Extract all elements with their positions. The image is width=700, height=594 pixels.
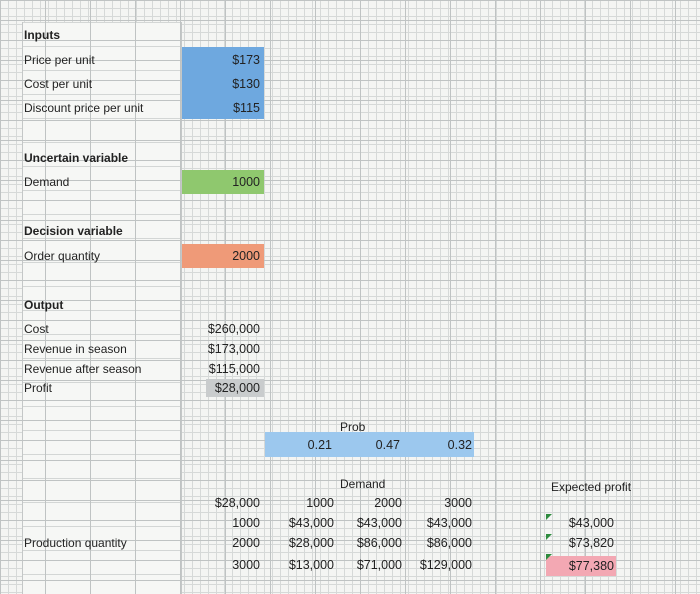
prob-cell-1[interactable]: 0.21 [307, 438, 332, 452]
order-label: Order quantity [24, 249, 101, 263]
production-label: Production quantity [24, 536, 127, 550]
prob-label: Prob [340, 420, 366, 434]
table-cell[interactable]: $86,000 [426, 536, 472, 550]
cost-label: Cost per unit [24, 77, 93, 91]
discount-label: Discount price per unit [24, 101, 144, 115]
demand-col-1[interactable]: 1000 [306, 496, 334, 510]
demand-cell[interactable]: 1000 [232, 175, 260, 189]
rev-after-cell[interactable]: $115,000 [208, 362, 260, 376]
table-cell[interactable]: $86,000 [356, 536, 402, 550]
prob-cell-2[interactable]: 0.47 [375, 438, 400, 452]
rev-after-label: Revenue after season [24, 362, 142, 376]
rev-in-cell[interactable]: $173,000 [207, 342, 260, 356]
inputs-fill [182, 47, 264, 119]
order-fill [182, 244, 264, 268]
table-cell[interactable]: $28,000 [288, 536, 334, 550]
error-indicator-icon [546, 534, 552, 540]
demand-header: Demand [340, 477, 386, 491]
row-qty-1[interactable]: 1000 [232, 516, 260, 530]
table-cell[interactable]: $43,000 [426, 516, 472, 530]
rev-in-label: Revenue in season [24, 342, 127, 356]
price-label: Price per unit [24, 53, 95, 67]
table-corner-cell[interactable]: $28,000 [214, 496, 260, 510]
prob-cell-3[interactable]: 0.32 [447, 438, 472, 452]
output-header: Output [24, 298, 64, 312]
table-cell[interactable]: $13,000 [288, 558, 334, 572]
profit-fill [206, 379, 264, 397]
profit-label: Profit [24, 381, 53, 395]
expected-profit-cell-3[interactable]: $77,380 [568, 559, 614, 573]
output-cost-cell[interactable]: $260,000 [207, 322, 260, 336]
uncertain-header: Uncertain variable [24, 151, 129, 165]
row-qty-3[interactable]: 3000 [232, 558, 260, 572]
prob-row-fill [265, 432, 474, 457]
demand-col-2[interactable]: 2000 [374, 496, 402, 510]
demand-col-3[interactable]: 3000 [444, 496, 472, 510]
discount-cell[interactable]: $115 [233, 101, 260, 115]
table-cell[interactable]: $43,000 [288, 516, 334, 530]
table-cell[interactable]: $129,000 [419, 558, 472, 572]
expected-profit-cell-2[interactable]: $73,820 [568, 536, 614, 550]
inputs-header: Inputs [24, 28, 60, 42]
order-cell[interactable]: 2000 [232, 249, 260, 263]
output-cost-label: Cost [24, 322, 49, 336]
demand-fill [182, 170, 264, 194]
error-indicator-icon [546, 554, 552, 560]
demand-label: Demand [24, 175, 70, 189]
cost-cell[interactable]: $130 [232, 77, 260, 91]
table-cell[interactable]: $43,000 [356, 516, 402, 530]
expected-profit-cell-1[interactable]: $43,000 [568, 516, 614, 530]
price-cell[interactable]: $173 [232, 53, 260, 67]
table-cell[interactable]: $71,000 [356, 558, 402, 572]
decision-header: Decision variable [24, 224, 123, 238]
error-indicator-icon [546, 514, 552, 520]
best-profit-fill [546, 556, 616, 576]
expected-profit-label: Expected profit [551, 480, 632, 494]
row-qty-2[interactable]: 2000 [232, 536, 260, 550]
profit-cell[interactable]: $28,000 [214, 381, 260, 395]
